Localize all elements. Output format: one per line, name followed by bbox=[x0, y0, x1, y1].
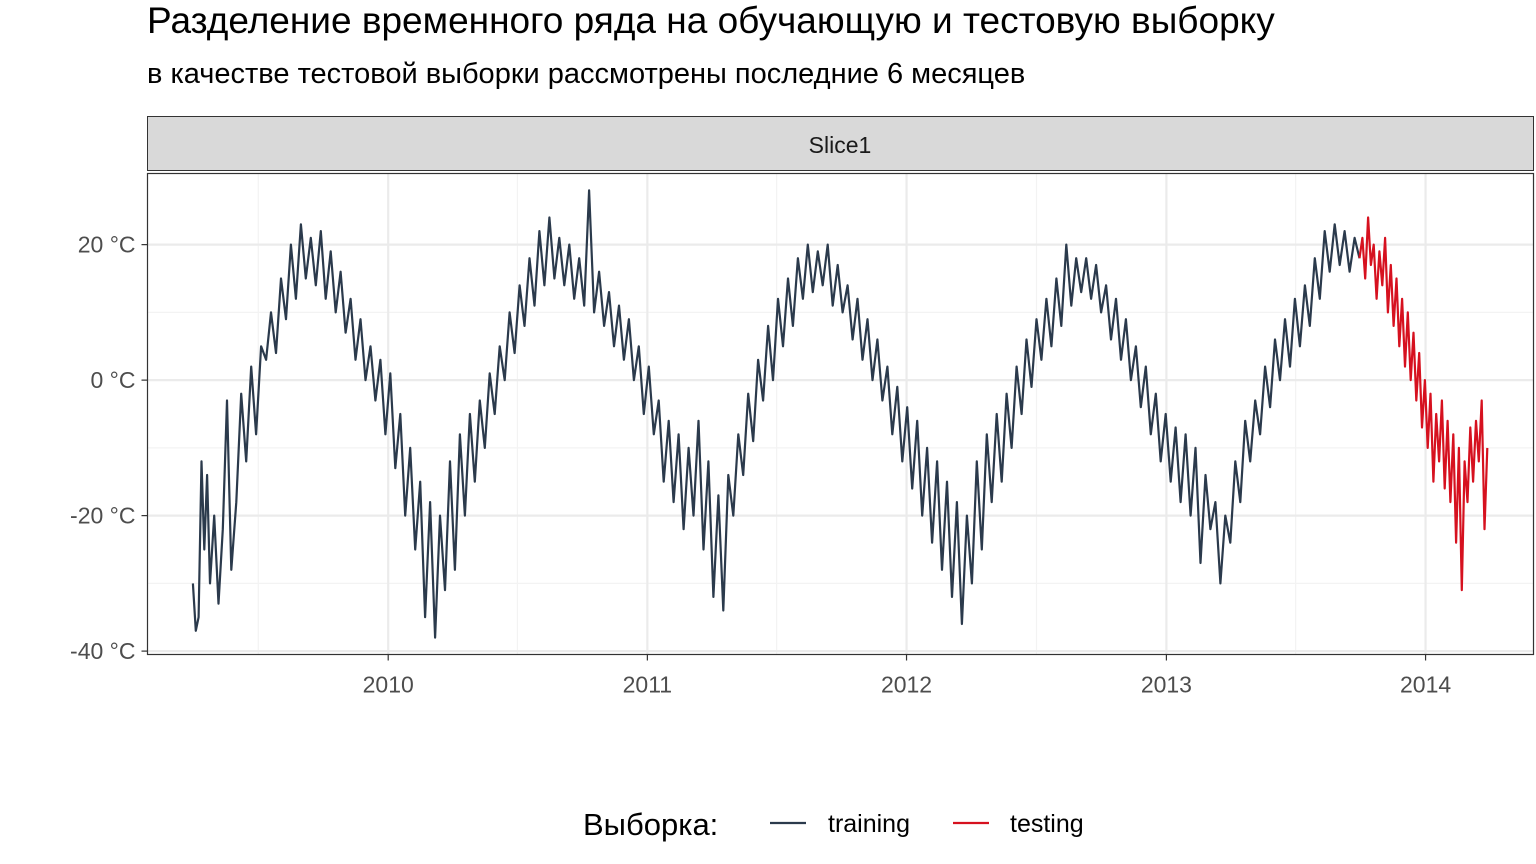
legend: Выборка: training testing bbox=[583, 807, 1084, 842]
y-tick-label: 20 °C bbox=[78, 232, 136, 258]
x-tick-label: 2010 bbox=[363, 672, 414, 698]
y-tick-label: -20 °C bbox=[70, 503, 135, 529]
legend-title: Выборка: bbox=[583, 807, 718, 842]
x-tick-label: 2011 bbox=[623, 672, 672, 698]
chart-subtitle: в качестве тестовой выборки рассмотрены … bbox=[147, 58, 1026, 90]
series-line-training bbox=[191, 189, 1361, 639]
y-tick-label: -40 °C bbox=[70, 638, 135, 664]
chart-title: Разделение временного ряда на обучающую … bbox=[147, 0, 1275, 41]
x-tick-label: 2013 bbox=[1141, 672, 1192, 698]
series-line-testing bbox=[1358, 216, 1489, 592]
plot-panel-border bbox=[146, 172, 1535, 656]
x-tick-label: 2014 bbox=[1400, 672, 1451, 698]
plot-panel bbox=[147, 173, 1534, 655]
y-axis: -40 °C -20 °C 0 °C 20 °C bbox=[70, 232, 148, 664]
x-tick-label: 2012 bbox=[881, 672, 932, 698]
series-layer bbox=[191, 189, 1489, 639]
legend-label-testing: testing bbox=[1010, 810, 1084, 838]
y-tick-label: 0 °C bbox=[91, 367, 136, 393]
legend-label-training: training bbox=[828, 810, 910, 838]
facet-strip bbox=[147, 116, 1534, 171]
facet-strip-label: Slice1 bbox=[809, 132, 872, 158]
x-axis: 2010 2011 2012 2013 2014 bbox=[363, 654, 1451, 698]
